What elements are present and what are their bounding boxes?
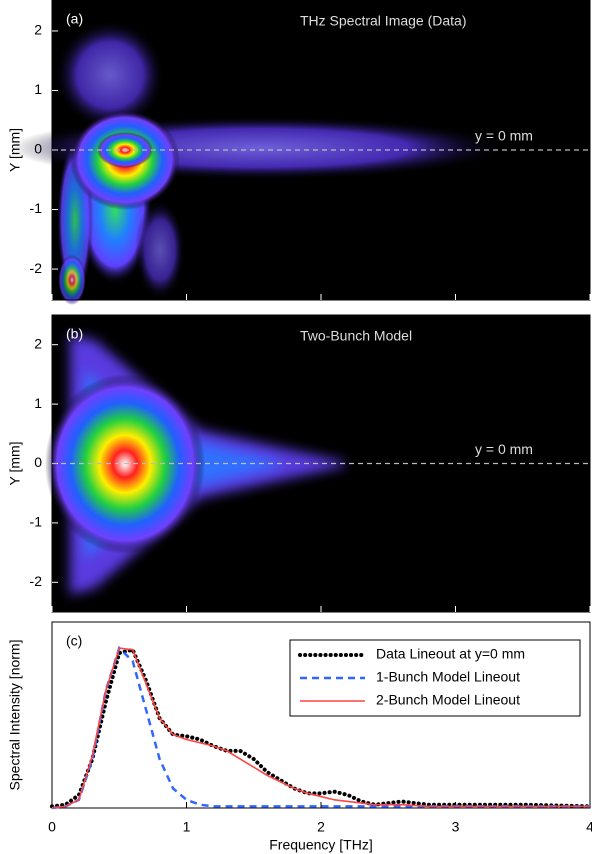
y-tick-label: 0: [34, 141, 42, 157]
y-tick-label: -2: [30, 573, 43, 589]
y-axis-title: Y [mm]: [7, 441, 23, 485]
series-line: [50, 647, 592, 809]
y-tick-label: -1: [30, 514, 43, 530]
y-axis-title: Spectral Intensity [norm]: [7, 640, 23, 791]
x-axis-title: Frequency [THz]: [269, 837, 372, 853]
heatmap-a: [10, 20, 510, 305]
legend-label: 1-Bunch Model Lineout: [376, 669, 520, 685]
panel-label: (a): [66, 11, 83, 27]
series-line: [51, 647, 590, 809]
y-tick-label: -1: [30, 200, 43, 216]
y-axis-title: Y [mm]: [7, 128, 23, 172]
x-tick-label: 0: [48, 819, 56, 835]
panel-title: Two-Bunch Model: [300, 328, 412, 344]
legend-label: 2-Bunch Model Lineout: [376, 692, 520, 708]
legend-label: Data Lineout at y=0 mm: [376, 646, 525, 662]
panel-label: (b): [66, 326, 83, 342]
y-tick-label: 1: [34, 395, 42, 411]
y-tick-label: 0: [34, 454, 42, 470]
panel-title: THz Spectral Image (Data): [300, 13, 467, 29]
zero-line-label: y = 0 mm: [475, 128, 533, 144]
x-tick-label: 4: [586, 819, 592, 835]
x-tick-label: 1: [183, 819, 191, 835]
panel-label: (c): [66, 633, 82, 649]
y-tick-label: 2: [34, 22, 42, 38]
x-tick-label: 3: [452, 819, 460, 835]
y-tick-label: 2: [34, 335, 42, 351]
y-tick-label: 1: [34, 81, 42, 97]
y-tick-label: -2: [30, 260, 43, 276]
zero-line-label: y = 0 mm: [475, 441, 533, 457]
x-tick-label: 2: [317, 819, 325, 835]
